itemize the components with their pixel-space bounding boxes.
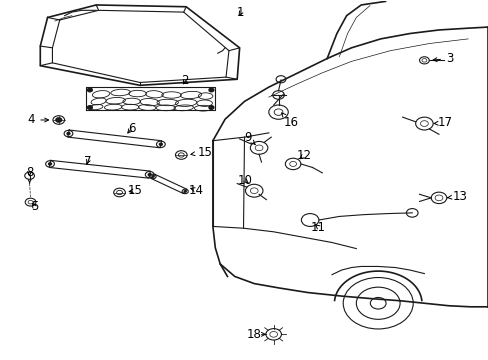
Text: 17: 17	[433, 116, 451, 129]
Text: 18: 18	[246, 328, 265, 341]
Text: 13: 13	[447, 190, 467, 203]
Circle shape	[56, 118, 61, 122]
Circle shape	[208, 88, 213, 92]
Text: 8: 8	[26, 166, 33, 179]
Circle shape	[152, 176, 154, 177]
Text: 14: 14	[188, 184, 203, 197]
Text: 9: 9	[244, 131, 255, 144]
Text: 15: 15	[190, 146, 212, 159]
Circle shape	[87, 106, 92, 109]
Text: 4: 4	[28, 113, 48, 126]
Circle shape	[208, 106, 213, 109]
Text: 16: 16	[281, 113, 298, 129]
Text: 3: 3	[432, 52, 452, 65]
Circle shape	[48, 163, 51, 165]
Text: 1: 1	[236, 6, 244, 19]
Circle shape	[159, 143, 162, 145]
Text: 12: 12	[296, 149, 311, 162]
Text: 7: 7	[84, 154, 91, 167]
Text: 6: 6	[127, 122, 135, 135]
Circle shape	[184, 191, 186, 192]
Circle shape	[148, 174, 151, 176]
Text: 2: 2	[181, 74, 188, 87]
Circle shape	[67, 132, 70, 135]
Text: 10: 10	[238, 174, 252, 187]
Text: 5: 5	[31, 200, 38, 213]
Circle shape	[87, 88, 92, 92]
Text: 15: 15	[127, 184, 142, 197]
Text: 11: 11	[310, 221, 325, 234]
